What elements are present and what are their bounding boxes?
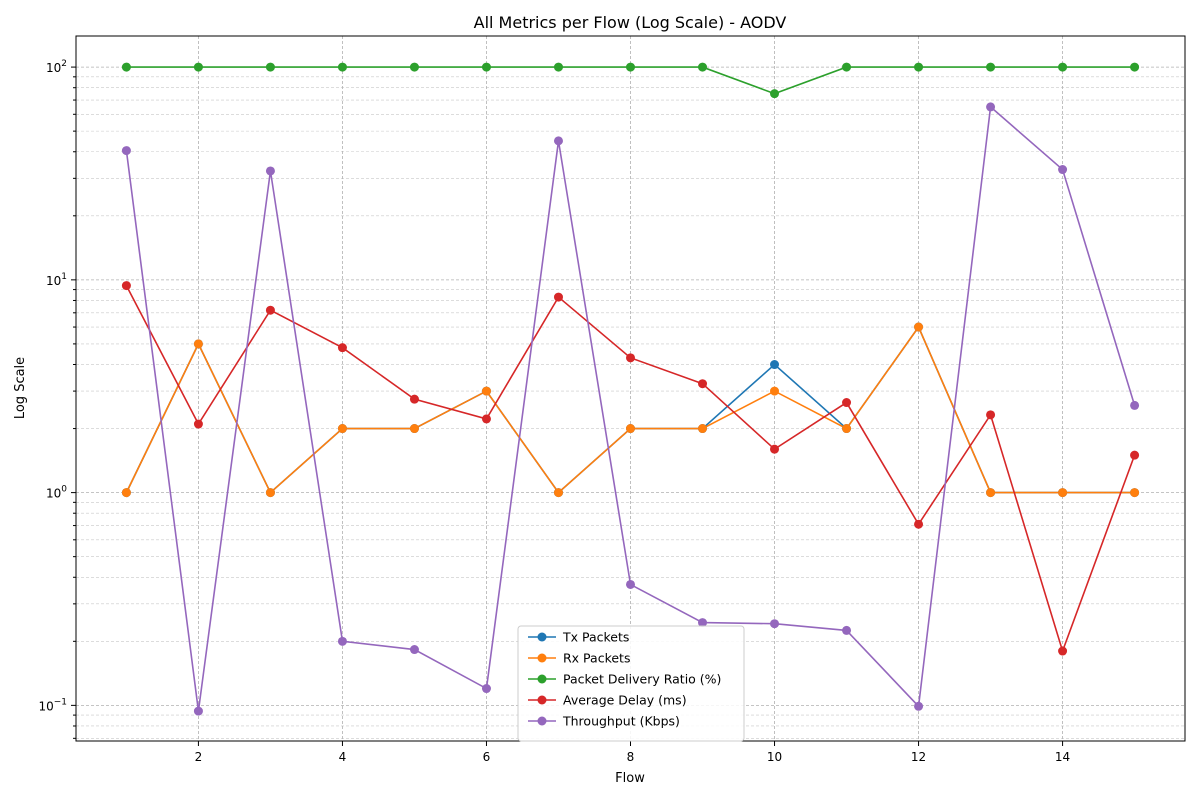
legend-swatch-marker [537,674,547,684]
data-point [265,166,275,176]
y-tick-exponent: −1 [54,697,67,707]
legend-entry: Throughput (Kbps) [562,714,680,729]
data-point [770,386,780,396]
data-point [265,305,275,315]
data-point [986,102,996,112]
data-point [193,62,203,72]
y-tick-exponent: 1 [61,272,67,282]
data-point [626,353,635,363]
y-tick-base: 10 [46,61,61,75]
data-point [914,701,924,711]
data-point [193,706,203,716]
data-point [770,619,780,629]
x-tick-label: 2 [195,750,203,764]
data-point [481,386,491,396]
x-axis-ticks: 2 4 6 8 10 12 14 [195,741,1070,764]
x-tick-label: 10 [767,750,782,764]
y-tick-base: 10 [38,699,53,713]
y-tick-label: 102 [46,59,67,75]
data-point [842,424,852,434]
data-point [1130,62,1140,72]
data-point [193,339,203,349]
data-point [1058,62,1068,72]
data-point [121,146,131,156]
data-point [770,89,780,99]
y-tick-base: 10 [46,487,61,501]
legend: Tx Packets Rx Packets Packet Delivery Rati… [517,625,745,742]
data-point [337,636,347,646]
data-point [553,62,563,72]
y-tick-base: 10 [46,274,61,288]
y-tick-label: 100 [46,485,67,501]
data-point [842,625,852,635]
data-point [337,62,347,72]
data-point [265,62,275,72]
data-point [914,519,924,529]
y-tick-exponent: 0 [61,485,67,495]
legend-entry: Average Delay (ms) [563,693,687,708]
data-point [409,62,419,72]
y-tick-label: 101 [46,272,67,288]
legend-swatch-marker [537,653,547,663]
data-point [698,618,708,628]
data-point [1058,165,1068,175]
data-point [1058,646,1068,656]
data-point [1130,450,1140,460]
data-point [626,579,635,589]
data-point [409,645,419,655]
x-axis-label: Flow [615,771,645,786]
data-point [1058,488,1068,498]
data-point [553,292,563,302]
data-point [553,136,563,146]
data-point [914,62,924,72]
data-point [337,424,347,434]
x-tick-label: 12 [911,750,926,764]
x-tick-label: 4 [339,750,347,764]
y-tick-label: 10−1 [38,697,67,713]
legend-swatch-marker [537,695,547,705]
data-point [914,322,924,332]
y-axis-label: Log Scale [13,357,28,419]
x-tick-label: 14 [1055,750,1070,764]
data-point [770,360,780,370]
legend-entry: Packet Delivery Ratio (%) [563,672,721,687]
data-point [193,419,203,429]
data-point [481,684,491,694]
data-point [409,424,419,434]
data-point [265,488,275,498]
data-point [409,394,419,404]
legend-box [517,625,745,742]
chart-title: All Metrics per Flow (Log Scale) - AODV [474,13,787,32]
data-point [481,62,491,72]
data-point [481,414,491,424]
data-point [698,424,708,434]
series-points [121,62,1140,716]
legend-entry: Rx Packets [563,651,630,666]
y-tick-exponent: 2 [61,59,67,69]
data-point [337,343,347,353]
data-point [1130,400,1140,410]
data-point [626,424,635,434]
data-point [770,444,780,454]
data-point [698,379,708,389]
data-point [698,62,708,72]
data-point [842,62,852,72]
data-point [1130,488,1140,498]
legend-entry: Tx Packets [562,630,629,645]
data-point [121,62,131,72]
x-tick-label: 6 [483,750,491,764]
data-point [626,62,635,72]
data-point [986,410,996,420]
data-point [842,398,852,408]
x-tick-label: 8 [627,750,635,764]
data-point [986,488,996,498]
data-point [121,281,131,291]
data-point [553,488,563,498]
data-point [986,62,996,72]
data-point [121,488,131,498]
legend-swatch-marker [537,716,547,726]
legend-swatch-marker [537,632,547,642]
